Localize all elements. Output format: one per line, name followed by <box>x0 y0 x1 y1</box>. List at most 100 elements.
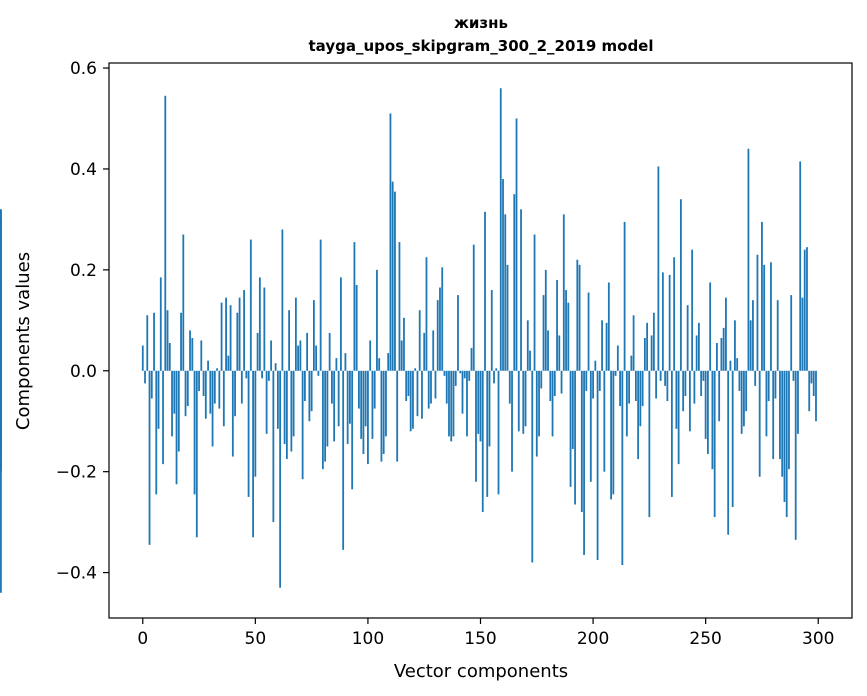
bar-7 <box>157 370 160 429</box>
bar-140 <box>457 295 459 371</box>
bar-232 <box>664 370 667 386</box>
bar-64 <box>285 370 288 460</box>
bar-28 <box>204 370 207 419</box>
bar-40 <box>231 370 234 457</box>
bar-238 <box>677 370 680 465</box>
bar-247 <box>698 322 700 371</box>
bar-147 <box>472 244 475 371</box>
bar-63 <box>283 370 286 444</box>
bar-146 <box>470 348 473 371</box>
bar-268 <box>745 370 748 412</box>
bar-182 <box>551 370 554 437</box>
bar-206 <box>605 322 608 371</box>
bar-165 <box>513 194 516 371</box>
bar-201 <box>594 360 597 371</box>
bar-74 <box>308 370 311 422</box>
bar-174 <box>533 234 536 371</box>
bar-196 <box>583 370 585 555</box>
bar-36 <box>222 370 225 427</box>
bar-134 <box>443 370 446 376</box>
bar-194 <box>578 264 581 371</box>
bar-116 <box>403 317 405 371</box>
bar-43 <box>238 297 241 371</box>
bar-73 <box>306 332 309 371</box>
bar-186 <box>560 370 563 394</box>
bar-282 <box>776 300 779 371</box>
bar-148 <box>475 370 477 482</box>
x-axis-ticks: 0 50 100 150 200 250 300 <box>137 618 834 649</box>
bar-60 <box>276 370 279 429</box>
bar-226 <box>650 335 653 371</box>
bar-145 <box>468 370 471 381</box>
bar-179 <box>544 269 547 371</box>
bar-115 <box>400 340 403 371</box>
bar-76 <box>312 300 315 371</box>
bar-78 <box>317 370 320 376</box>
bar-231 <box>661 272 664 371</box>
bar-273 <box>756 254 759 371</box>
bar-223 <box>643 337 646 371</box>
bar-66 <box>290 370 293 452</box>
bar-49 <box>252 370 254 538</box>
bar-173 <box>531 370 534 563</box>
y-axis-ticks: −0.4 −0.2 0.0 0.2 0.4 0.6 <box>56 59 109 584</box>
bar-25 <box>198 370 200 391</box>
bar-68 <box>294 297 297 371</box>
bar-175 <box>535 370 538 457</box>
bar-96 <box>358 370 360 409</box>
bar-55 <box>265 370 268 434</box>
bar-157 <box>495 368 498 371</box>
bar-93 <box>351 370 354 490</box>
bar-252 <box>709 282 712 371</box>
bar-176 <box>538 370 540 437</box>
bar-262 <box>731 370 734 507</box>
bar-52 <box>258 277 261 371</box>
bar-119 <box>409 370 412 432</box>
bar-290 <box>794 370 797 540</box>
bar-241 <box>684 370 687 396</box>
bar-197 <box>585 370 588 391</box>
bar-192 <box>574 370 576 505</box>
bar-130 <box>434 370 437 399</box>
bar-91 <box>346 370 349 444</box>
bar-203 <box>598 370 601 391</box>
bar-233 <box>666 370 669 402</box>
bar-287 <box>788 370 790 470</box>
bar-249 <box>702 370 705 381</box>
bar-138 <box>452 370 455 437</box>
bar-107 <box>382 370 385 455</box>
bar-188 <box>565 290 567 371</box>
bar-152 <box>484 211 486 371</box>
bar-284 <box>781 370 784 477</box>
bar-102 <box>371 370 374 439</box>
bar-32 <box>213 370 216 404</box>
y-tick-label: 0.0 <box>70 362 97 382</box>
bar-299 <box>815 370 817 422</box>
bar-166 <box>515 118 518 371</box>
chart-title: жизнь <box>454 14 508 32</box>
bar-227 <box>652 312 655 371</box>
bar-207 <box>607 282 610 371</box>
bar-8 <box>159 277 162 371</box>
bar-170 <box>524 370 527 427</box>
bar-125 <box>423 332 426 371</box>
bar-292 <box>799 161 802 371</box>
bars-group <box>0 88 817 593</box>
bar-265 <box>738 370 741 391</box>
bar-99 <box>364 370 367 427</box>
bar-12 <box>168 343 171 371</box>
bar-21 <box>189 330 191 371</box>
y-axis-label: Components values <box>13 252 34 430</box>
bar-187 <box>562 214 565 371</box>
bar-219 <box>634 370 637 402</box>
bar-213 <box>621 370 624 566</box>
bar-193 <box>576 259 579 371</box>
bar-106 <box>380 370 383 462</box>
y-tick-label: −0.4 <box>56 564 97 584</box>
bar-230 <box>659 370 662 381</box>
y-tick-label: 0.6 <box>70 59 97 79</box>
bar-59 <box>274 363 277 371</box>
bar-77 <box>315 345 318 371</box>
bar-167 <box>517 370 520 432</box>
bar-189 <box>567 302 570 371</box>
